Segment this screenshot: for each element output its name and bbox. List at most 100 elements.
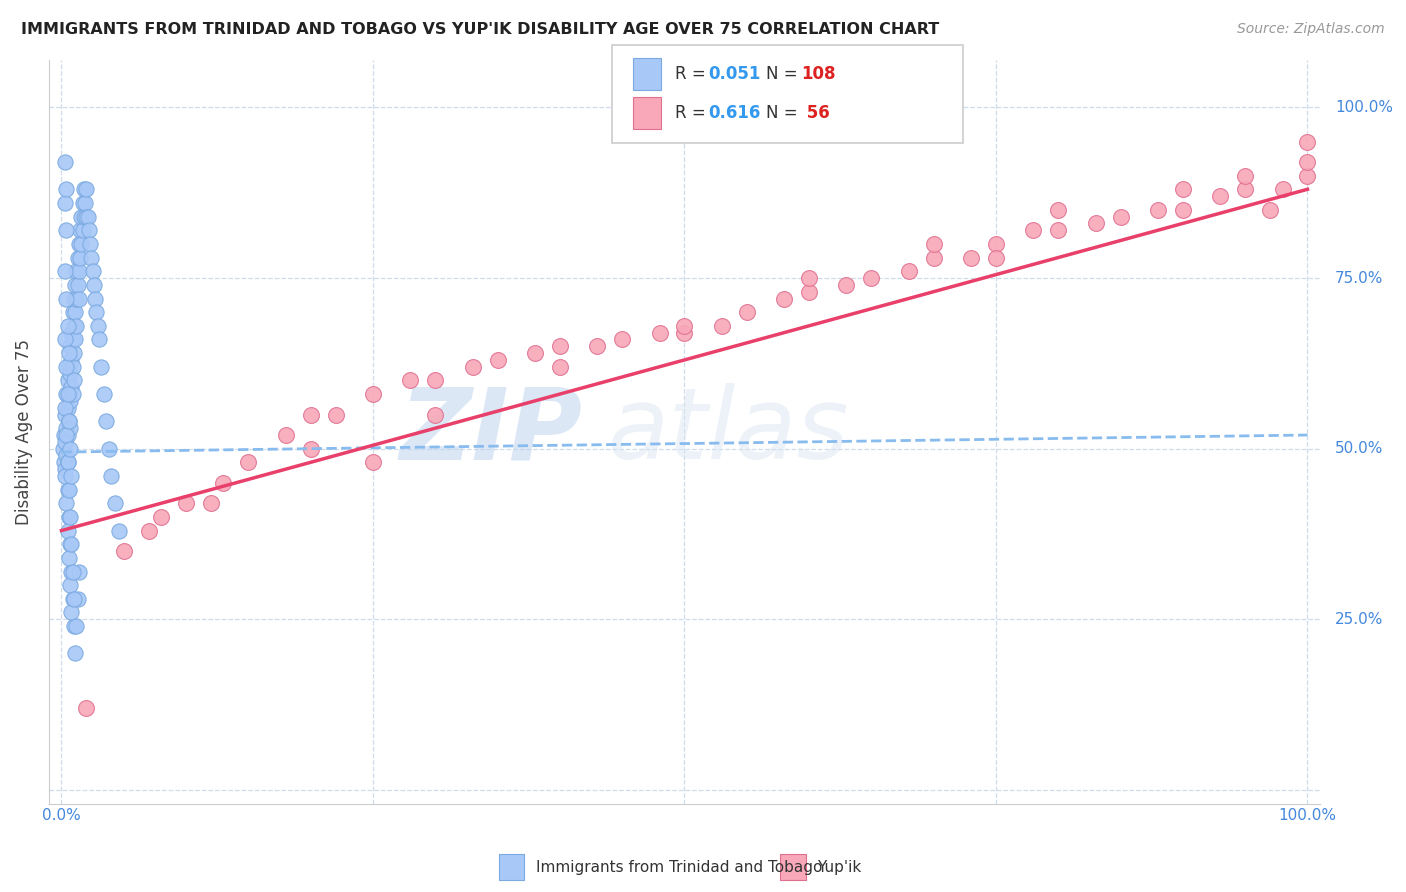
Text: IMMIGRANTS FROM TRINIDAD AND TOBAGO VS YUP'IK DISABILITY AGE OVER 75 CORRELATION: IMMIGRANTS FROM TRINIDAD AND TOBAGO VS Y… [21, 22, 939, 37]
Point [425, 373, 447, 387]
Point [63, 305, 86, 319]
Point [56, 373, 79, 387]
Point [58, 359, 80, 374]
Text: 50.0%: 50.0% [1336, 442, 1384, 456]
Point [238, 455, 260, 469]
Point [523, 346, 546, 360]
Point [58, 346, 80, 360]
Point [52, 428, 75, 442]
Point [55, 449, 77, 463]
Point [56, 387, 79, 401]
Point [486, 353, 509, 368]
Point [70, 236, 93, 251]
Point [361, 455, 384, 469]
Point [150, 510, 173, 524]
Text: 108: 108 [801, 65, 837, 83]
Point [58, 550, 80, 565]
Point [96, 414, 118, 428]
Text: R =: R = [675, 104, 711, 122]
Point [52, 455, 75, 469]
Point [87, 333, 110, 347]
Point [200, 496, 222, 510]
Point [72, 196, 94, 211]
Point [58, 414, 80, 428]
Point [60, 469, 83, 483]
Point [610, 333, 633, 347]
Point [84, 292, 107, 306]
Text: 100.0%: 100.0% [1336, 100, 1393, 115]
Point [960, 251, 983, 265]
Point [673, 318, 696, 333]
Point [1234, 169, 1257, 183]
Point [60, 353, 83, 368]
Point [63, 318, 86, 333]
Y-axis label: Disability Age Over 75: Disability Age Over 75 [15, 339, 32, 524]
Point [70, 210, 93, 224]
Point [56, 318, 79, 333]
Point [922, 236, 945, 251]
Point [60, 606, 83, 620]
Point [66, 277, 89, 292]
Point [797, 285, 820, 299]
Point [1271, 182, 1294, 196]
Point [53, 264, 76, 278]
Text: 75.0%: 75.0% [1336, 270, 1384, 285]
Point [100, 469, 122, 483]
Point [138, 524, 160, 538]
Text: Immigrants from Trinidad and Tobago: Immigrants from Trinidad and Tobago [536, 860, 823, 874]
Point [62, 591, 84, 606]
Point [86, 318, 108, 333]
Point [361, 387, 384, 401]
Point [399, 373, 422, 387]
Text: ZIP: ZIP [399, 383, 582, 480]
Text: N =: N = [766, 104, 803, 122]
Point [67, 236, 90, 251]
Text: atlas: atlas [609, 383, 849, 480]
Point [62, 359, 84, 374]
Point [112, 544, 135, 558]
Point [53, 408, 76, 422]
Point [58, 387, 80, 401]
Text: N =: N = [766, 65, 803, 83]
Point [1209, 189, 1232, 203]
Point [1296, 135, 1319, 149]
Point [56, 455, 79, 469]
Point [1234, 182, 1257, 196]
Point [58, 510, 80, 524]
Point [52, 442, 75, 456]
Point [62, 387, 84, 401]
Point [62, 305, 84, 319]
Point [1109, 210, 1132, 224]
Point [1171, 202, 1194, 217]
Point [63, 647, 86, 661]
Point [67, 565, 90, 579]
Point [586, 339, 609, 353]
Point [299, 408, 322, 422]
Point [425, 408, 447, 422]
Text: Source: ZipAtlas.com: Source: ZipAtlas.com [1237, 22, 1385, 37]
Point [1084, 216, 1107, 230]
Point [63, 333, 86, 347]
Point [58, 483, 80, 497]
Point [548, 359, 571, 374]
Point [97, 442, 120, 456]
Point [59, 442, 82, 456]
Point [59, 510, 82, 524]
Point [710, 318, 733, 333]
Point [53, 434, 76, 449]
Point [69, 223, 91, 237]
Point [55, 496, 77, 510]
Point [65, 264, 87, 278]
Point [56, 524, 79, 538]
Point [835, 277, 858, 292]
Point [67, 292, 90, 306]
Point [1147, 202, 1170, 217]
Point [65, 619, 87, 633]
Point [65, 318, 87, 333]
Point [56, 428, 79, 442]
Point [58, 414, 80, 428]
Point [212, 475, 235, 490]
Point [1296, 155, 1319, 169]
Point [80, 251, 103, 265]
Point [60, 380, 83, 394]
